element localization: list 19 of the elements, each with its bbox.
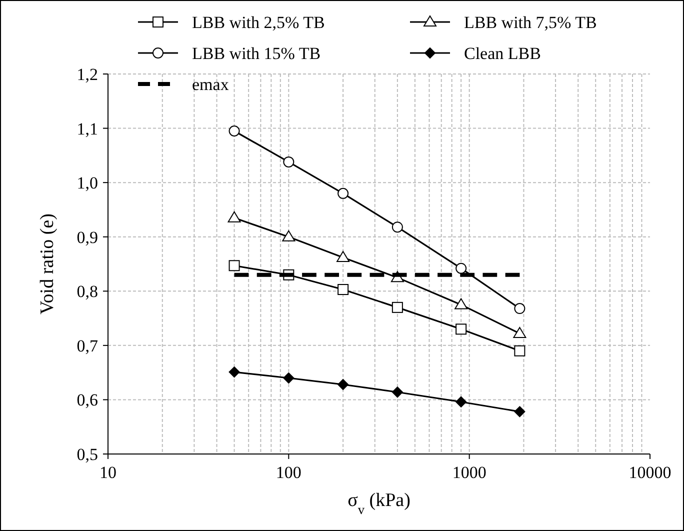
x-tick-label: 10 xyxy=(100,463,116,482)
y-tick-label: 0,5 xyxy=(76,445,98,464)
y-axis-title: Void ratio (e) xyxy=(37,214,58,314)
y-tick-label: 1,1 xyxy=(76,119,98,138)
legend-label: LBB with 7,5% TB xyxy=(464,13,597,32)
y-tick-label: 0,6 xyxy=(76,390,98,410)
x-tick-label: 100 xyxy=(276,463,302,482)
legend-label: emax xyxy=(192,75,230,94)
y-tick-label: 1,0 xyxy=(76,174,98,193)
x-tick-label: 10000 xyxy=(628,463,672,482)
legend-label: LBB with 2,5% TB xyxy=(192,13,325,32)
y-tick-label: 0,9 xyxy=(76,228,98,247)
legend-label: LBB with 15% TB xyxy=(192,44,321,63)
y-tick-label: 0,7 xyxy=(76,336,98,356)
y-tick-label: 0,8 xyxy=(76,282,98,302)
x-tick-label: 1000 xyxy=(452,463,486,482)
x-axis-title: σ$_{v}$ (kPa) xyxy=(348,490,410,516)
y-tick-label: 1,2 xyxy=(76,65,98,84)
legend-label: Clean LBB xyxy=(464,44,541,63)
